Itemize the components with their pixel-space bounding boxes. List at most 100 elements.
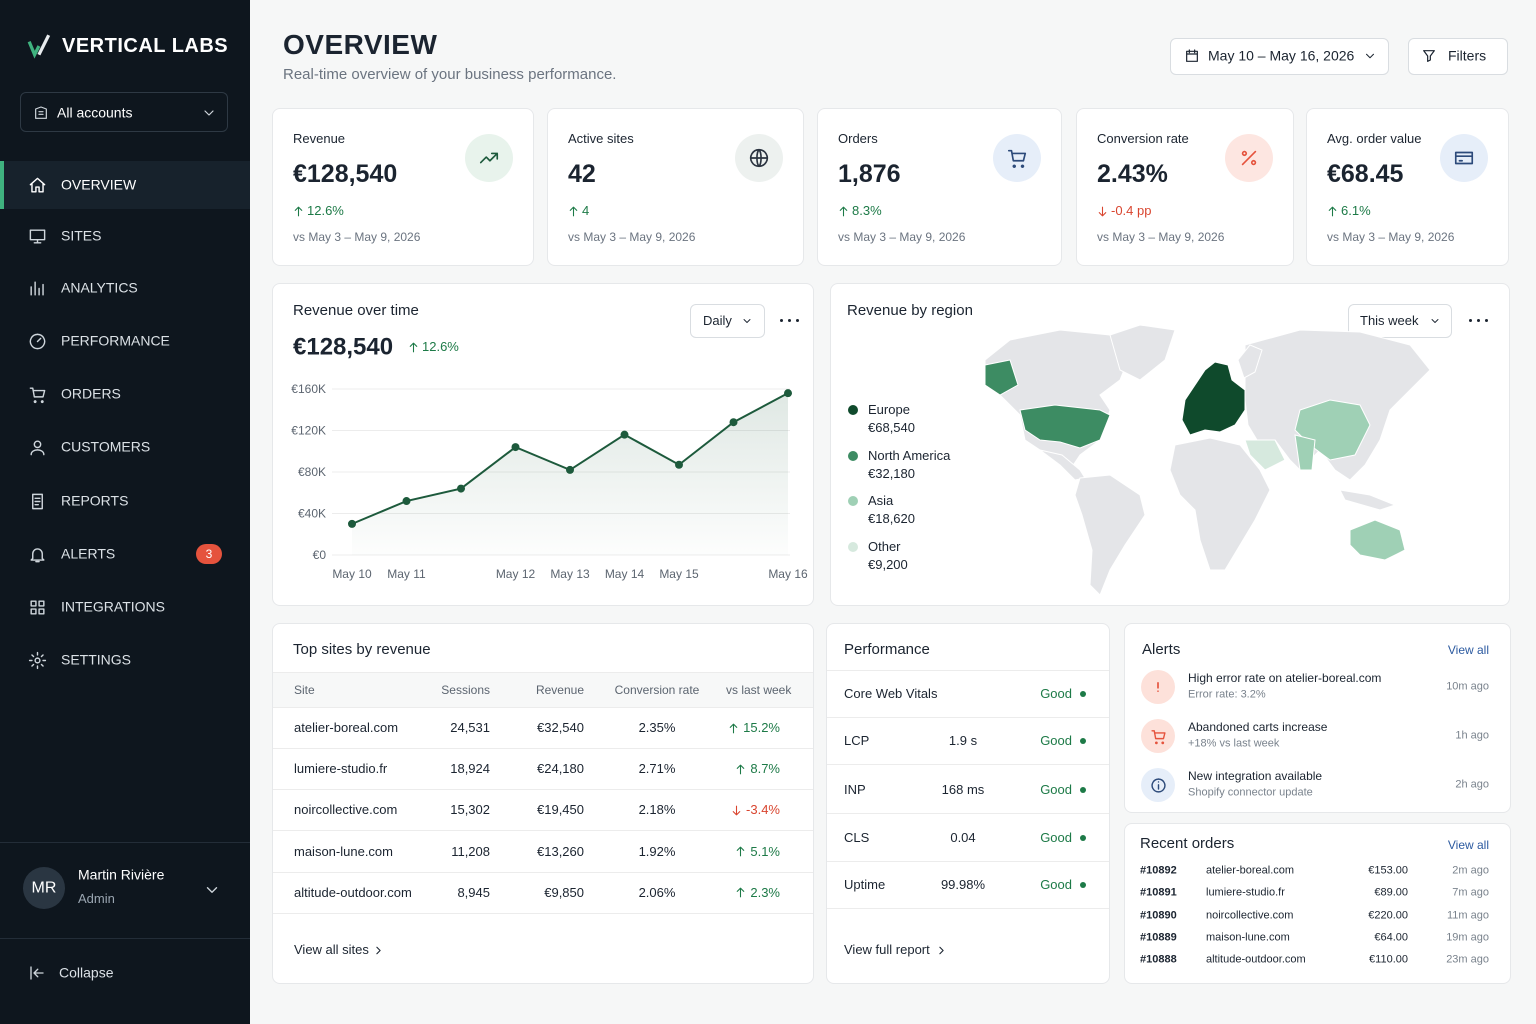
icon-path [29, 386, 45, 403]
alert-detail: Shopify connector update [1188, 786, 1313, 799]
row-divider [827, 717, 1109, 718]
alert-detail: +18% vs last week [1188, 737, 1280, 750]
icon-path [294, 206, 302, 216]
metric-value: 168 ms [941, 782, 985, 798]
status-dot [1080, 691, 1086, 697]
icon [839, 206, 847, 216]
legend-name: Asia [868, 493, 894, 509]
cell: altitude-outdoor.com [294, 885, 412, 900]
nav-label: INTEGRATIONS [61, 598, 165, 615]
order-site: noircollective.com [1206, 909, 1294, 921]
logo [27, 34, 51, 59]
icon [206, 887, 218, 893]
kpi-label: Orders [838, 131, 878, 147]
icon-path [29, 599, 45, 615]
icon [30, 966, 44, 980]
change: -3.4% [746, 802, 780, 818]
menu-dot[interactable] [779, 318, 783, 322]
icon-path [1328, 206, 1336, 216]
status: Good [1040, 877, 1072, 893]
icon [294, 206, 302, 216]
change: 2.3% [750, 885, 780, 900]
menu-dot[interactable] [1484, 318, 1488, 322]
kpi-card [1306, 108, 1509, 266]
account-select[interactable] [20, 92, 228, 132]
status-dot [1080, 787, 1086, 793]
column-header: Revenue [535, 682, 584, 697]
change: 8.3% [852, 203, 882, 219]
icon-path [29, 547, 45, 562]
metric: INP [844, 782, 866, 798]
performance-card [826, 623, 1110, 984]
alert-time: 10m ago [1446, 680, 1489, 693]
icon-path [31, 493, 43, 509]
kpi-compare: vs May 3 – May 9, 2026 [1097, 229, 1225, 244]
menu-dot[interactable] [795, 318, 799, 322]
badge [196, 544, 222, 564]
icon-path [409, 342, 417, 352]
change: 15.2% [743, 720, 780, 736]
user-role: Admin [78, 891, 115, 907]
order-amount: €64.00 [1374, 931, 1408, 944]
icon [749, 148, 769, 168]
icon-path [30, 966, 44, 980]
page-subtitle: Real-time overview of your business perf… [283, 66, 617, 83]
order-site: lumiere-studio.fr [1206, 886, 1285, 899]
legend-name: North America [868, 447, 951, 463]
icon [1241, 150, 1257, 166]
page-title: OVERVIEW [283, 29, 438, 61]
view-all[interactable]: View all [1447, 642, 1489, 657]
row-divider [273, 912, 813, 914]
view-all[interactable]: View all [1447, 837, 1489, 852]
period-label: This week [1360, 313, 1419, 329]
chart-title: Revenue over time [293, 302, 419, 319]
legend-value: €32,180 [868, 465, 915, 481]
order-amount: €110.00 [1369, 953, 1408, 966]
date-range-button[interactable] [1170, 38, 1389, 75]
order-id: #10891 [1140, 886, 1177, 899]
status: Good [1040, 830, 1072, 846]
menu-dot[interactable] [787, 318, 791, 322]
order-time: 7m ago [1452, 886, 1489, 899]
status-dot [1080, 882, 1086, 888]
alert-detail: Error rate: 3.2% [1188, 688, 1266, 701]
icon-path [729, 723, 737, 733]
kpi-label: Revenue [293, 131, 346, 147]
icon-path [1150, 729, 1166, 744]
icon [732, 805, 740, 816]
divider [0, 842, 250, 843]
icon [569, 206, 577, 216]
period-label: Daily [703, 313, 732, 329]
icon [1007, 149, 1027, 168]
nav-label: OVERVIEW [61, 176, 137, 193]
kpi-label: Avg. order value [1327, 131, 1422, 147]
icon [1423, 50, 1435, 62]
chart-total: €128,540 [293, 333, 394, 361]
link[interactable]: View all sites [294, 942, 369, 958]
order-time: 11m ago [1447, 909, 1489, 921]
kpi-value: 1,876 [838, 160, 901, 188]
logo-mark [27, 41, 41, 59]
metric-value: 99.98% [940, 877, 986, 893]
filters-button[interactable] [1408, 38, 1508, 75]
icon [1150, 729, 1166, 744]
icon-path [29, 228, 45, 244]
legend-dot [848, 542, 858, 553]
table-title: Top sites by revenue [293, 641, 431, 658]
period-select[interactable] [690, 304, 765, 338]
avatar-initials: MR [31, 879, 57, 897]
alert-icon-bg [1141, 719, 1175, 753]
kpi-compare: vs May 3 – May 9, 2026 [293, 229, 421, 244]
link[interactable]: View full report [844, 942, 930, 958]
change: 12.6% [307, 203, 344, 219]
cell: €32,540 [537, 720, 584, 736]
menu-dot[interactable] [1468, 318, 1472, 322]
icon [35, 106, 47, 119]
status: Good [1040, 782, 1072, 798]
icon-path [204, 110, 214, 116]
orders-card [1124, 823, 1511, 984]
menu-dot[interactable] [1476, 318, 1480, 322]
icon [479, 152, 499, 164]
nav-item[interactable] [0, 161, 250, 209]
